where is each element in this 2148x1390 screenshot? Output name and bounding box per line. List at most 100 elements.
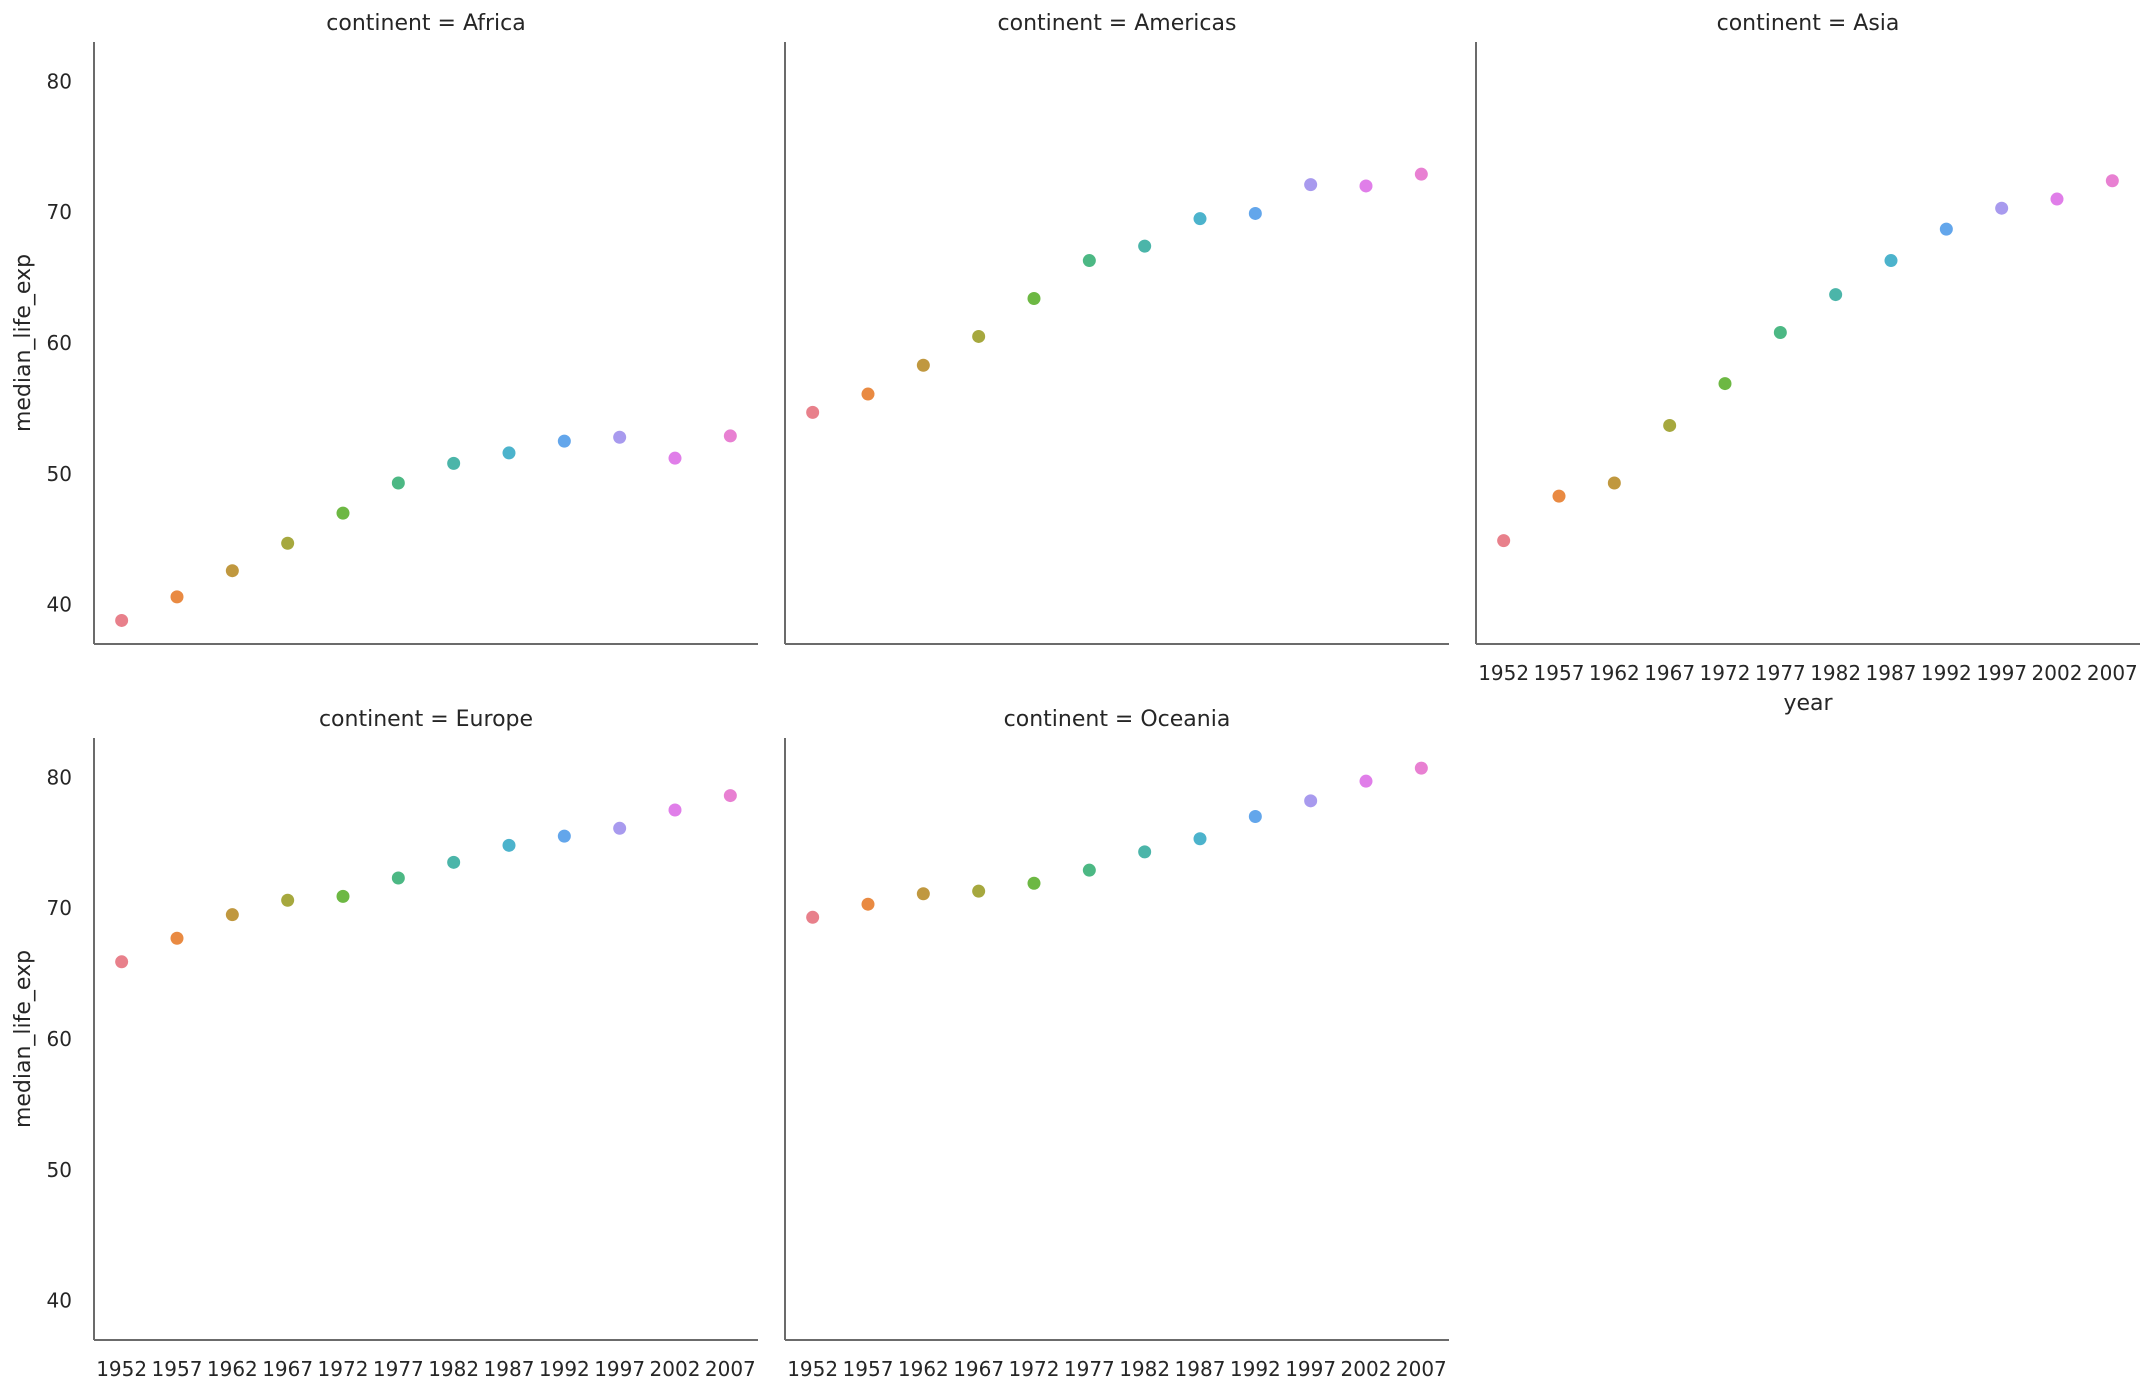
data-point	[1552, 489, 1566, 503]
data-point	[1829, 288, 1843, 302]
data-point	[225, 564, 239, 578]
y-tick-label: 40	[47, 593, 72, 617]
data-point	[281, 893, 295, 907]
data-point	[1304, 794, 1318, 808]
data-point	[861, 897, 875, 911]
x-tick-label: 1982	[428, 1357, 479, 1381]
x-tick-label: 1977	[1755, 661, 1806, 685]
x-tick-label: 1982	[1119, 1357, 1170, 1381]
data-point	[2105, 174, 2119, 188]
y-axis-label: median_life_exp	[11, 254, 36, 432]
x-tick-label: 1952	[96, 1357, 147, 1381]
x-tick-label: 1997	[1976, 661, 2027, 685]
data-point	[1248, 206, 1262, 220]
data-point	[115, 955, 129, 969]
y-tick-label: 80	[47, 69, 72, 93]
x-tick-label: 1957	[152, 1357, 203, 1381]
data-point	[336, 889, 350, 903]
data-point	[170, 931, 184, 945]
data-point	[557, 829, 571, 843]
data-point	[1027, 876, 1041, 890]
facet-panel: continent = Oceania 1952 1957 1962 1967 1972 1…	[784, 707, 1449, 1381]
x-tick-label: 1967	[262, 1357, 313, 1381]
x-tick-label: 1992	[539, 1357, 590, 1381]
panel-title: continent = Asia	[1717, 11, 1900, 36]
data-point	[861, 387, 875, 401]
data-point	[1248, 810, 1262, 824]
facet-panel: continent = Africa 40 50 60 70 80 median_life_…	[11, 11, 758, 645]
data-point	[1414, 761, 1428, 775]
data-point	[1304, 178, 1318, 192]
data-point	[1497, 534, 1511, 548]
data-point	[1718, 377, 1732, 391]
x-tick-label: 1967	[953, 1357, 1004, 1381]
data-point	[723, 429, 737, 443]
x-tick-label: 1982	[1810, 661, 1861, 685]
x-axis-label: year	[1783, 691, 1833, 716]
data-point	[1082, 863, 1096, 877]
x-tick-label: 1977	[373, 1357, 424, 1381]
data-point	[1138, 239, 1152, 253]
data-point	[391, 476, 405, 490]
x-tick-label: 1987	[484, 1357, 535, 1381]
x-tick-label: 1972	[318, 1357, 369, 1381]
x-tick-label: 1962	[1589, 661, 1640, 685]
data-point	[1884, 254, 1898, 268]
data-point	[281, 536, 295, 550]
data-point	[1773, 326, 1787, 340]
data-point	[1663, 418, 1677, 432]
panel-title: continent = Americas	[998, 11, 1237, 36]
facet-panel: continent = Europe 40 50 60 70 80 median_life_…	[11, 707, 758, 1381]
facet-panel: continent = Asia 1952 1957 1962 1967 1972 1977…	[1475, 11, 2140, 716]
x-tick-label: 1952	[1478, 661, 1529, 685]
data-point	[447, 456, 461, 470]
data-point	[723, 789, 737, 803]
x-tick-label: 1967	[1644, 661, 1695, 685]
data-point	[1082, 254, 1096, 268]
data-point	[336, 506, 350, 520]
y-tick-label: 70	[47, 896, 72, 920]
data-point	[557, 434, 571, 448]
x-tick-label: 1957	[843, 1357, 894, 1381]
data-point	[916, 358, 930, 372]
y-tick-label: 70	[47, 200, 72, 224]
x-tick-label: 2002	[650, 1357, 701, 1381]
data-point	[613, 430, 627, 444]
data-point	[1607, 476, 1621, 490]
x-tick-label: 2002	[1341, 1357, 1392, 1381]
data-point	[391, 871, 405, 885]
x-tick-label: 1952	[787, 1357, 838, 1381]
data-point	[1193, 832, 1207, 846]
x-tick-label: 2002	[2032, 661, 2083, 685]
x-tick-label: 2007	[705, 1357, 756, 1381]
data-point	[502, 446, 516, 460]
panel-title: continent = Africa	[326, 11, 525, 36]
x-tick-label: 1972	[1009, 1357, 1060, 1381]
x-tick-label: 1957	[1534, 661, 1585, 685]
x-tick-label: 1997	[594, 1357, 645, 1381]
data-point	[1027, 292, 1041, 306]
data-point	[170, 590, 184, 604]
data-point	[668, 451, 682, 465]
data-point	[1138, 845, 1152, 859]
data-point	[1939, 222, 1953, 236]
data-point	[1359, 774, 1373, 788]
data-point	[806, 405, 820, 419]
data-point	[447, 855, 461, 869]
x-tick-label: 2007	[1396, 1357, 1447, 1381]
x-tick-label: 1992	[1921, 661, 1972, 685]
panel-title: continent = Oceania	[1004, 707, 1231, 732]
data-point	[2050, 192, 2064, 206]
data-point	[972, 329, 986, 343]
x-tick-label: 1972	[1700, 661, 1751, 685]
data-point	[1995, 201, 2009, 215]
x-tick-label: 1962	[898, 1357, 949, 1381]
x-tick-label: 1997	[1285, 1357, 1336, 1381]
y-tick-label: 60	[47, 1027, 72, 1051]
data-point	[502, 838, 516, 852]
y-tick-label: 50	[47, 462, 72, 486]
data-point	[1414, 167, 1428, 181]
x-tick-label: 1992	[1230, 1357, 1281, 1381]
data-point	[972, 884, 986, 898]
